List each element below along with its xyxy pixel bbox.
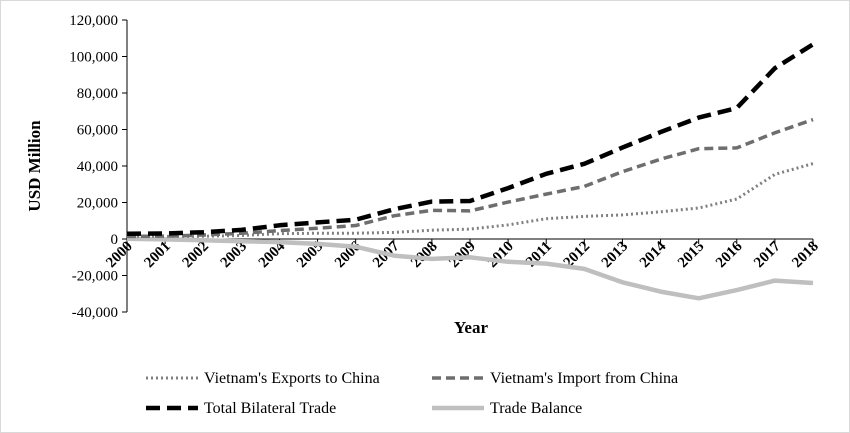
x-tick-label: 2008 [408,239,441,272]
y-tick-label: 80,000 [77,86,118,102]
y-tick-label: 100,000 [69,50,118,66]
x-tick-label: 2010 [484,239,517,272]
x-tick-label: 2015 [675,239,708,272]
x-axis: 2000 2001 2002 2003 2004 2005 2006 2007 2008 2009… [103,238,822,271]
x-tick-label: 2000 [103,239,136,272]
legend-label-total: Total Bilateral Trade [204,400,336,417]
x-tick-label: 2014 [637,238,670,271]
series-line-imports [126,117,814,239]
x-tick-label: 2002 [180,239,213,272]
x-tick-label: 2018 [789,239,822,272]
y-tick-label: -40,000 [72,305,118,321]
y-axis-title: USD Million [25,120,44,212]
legend-label-balance: Trade Balance [490,400,582,417]
x-tick-label: 2013 [599,239,632,272]
x-axis-title: Year [454,318,488,337]
x-tick-label: 2001 [141,239,174,272]
x-tick-label: 2016 [713,238,746,271]
legend-label-exports: Vietnam's Exports to China [204,370,380,387]
series-line-trade-balance [126,236,814,301]
y-tick-label: 120,000 [69,13,118,29]
y-axis: 120,000 100,000 80,000 60,000 40,000 20,000 0 -… [69,13,128,321]
series-line-total-trade [126,42,815,236]
legend: Vietnam's Exports to China Vietnam's Imp… [146,370,678,417]
series-layer [126,42,815,301]
legend-label-imports: Vietnam's Import from China [490,370,678,387]
y-tick-label: 60,000 [77,123,118,139]
y-tick-label: -20,000 [72,269,118,285]
x-tick-label: 2009 [446,239,479,272]
y-tick-label: 0 [111,232,119,248]
x-tick-label: 2017 [751,238,784,271]
y-tick-label: 40,000 [77,159,118,175]
y-tick-label: 20,000 [77,196,118,212]
